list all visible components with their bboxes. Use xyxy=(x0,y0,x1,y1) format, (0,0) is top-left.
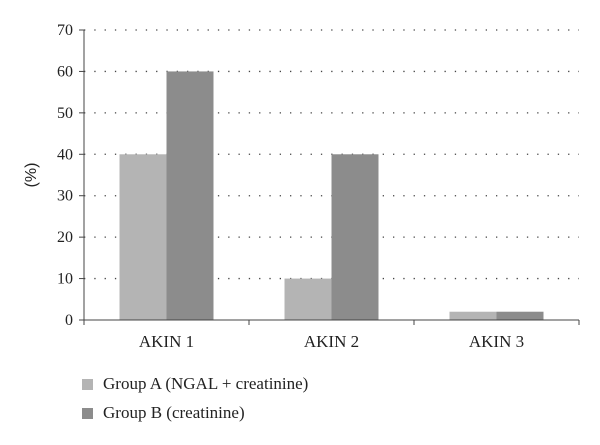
y-tick-label: 60 xyxy=(57,63,73,80)
bar-group-a xyxy=(449,311,497,320)
bars xyxy=(119,71,544,320)
y-tick-label: 30 xyxy=(57,188,73,205)
x-category-label: AKIN 2 xyxy=(304,332,359,351)
legend-swatch-group-b xyxy=(82,407,93,419)
legend-item-group-a: Group A (NGAL + creatinine) xyxy=(82,372,308,396)
y-tick-label: 70 xyxy=(57,22,73,39)
bar-group-a xyxy=(119,154,167,320)
legend-label-group-b: Group B (creatinine) xyxy=(103,403,245,422)
x-category-labels: AKIN 1 AKIN 2 AKIN 3 xyxy=(139,332,524,351)
y-tick-labels: 0 10 20 30 40 50 60 70 xyxy=(57,22,73,329)
legend: Group A (NGAL + creatinine) Group B (cre… xyxy=(82,372,308,430)
axes xyxy=(79,29,580,325)
bar-group-b xyxy=(331,154,379,320)
y-tick-label: 40 xyxy=(57,146,73,163)
legend-swatch-group-a xyxy=(82,378,93,390)
bar-group-b xyxy=(166,71,214,320)
y-tick-label: 10 xyxy=(57,271,73,288)
y-tick-label: 20 xyxy=(57,229,73,246)
x-category-label: AKIN 1 xyxy=(139,332,194,351)
bar-group-a xyxy=(284,278,332,320)
legend-item-group-b: Group B (creatinine) xyxy=(82,401,308,425)
legend-label-group-a: Group A (NGAL + creatinine) xyxy=(103,374,309,393)
bar-group-b xyxy=(496,311,544,320)
y-tick-label: 50 xyxy=(57,105,73,122)
y-axis-title: (%) xyxy=(23,163,40,188)
x-category-label: AKIN 3 xyxy=(469,332,524,351)
y-tick-label: 0 xyxy=(65,312,73,329)
